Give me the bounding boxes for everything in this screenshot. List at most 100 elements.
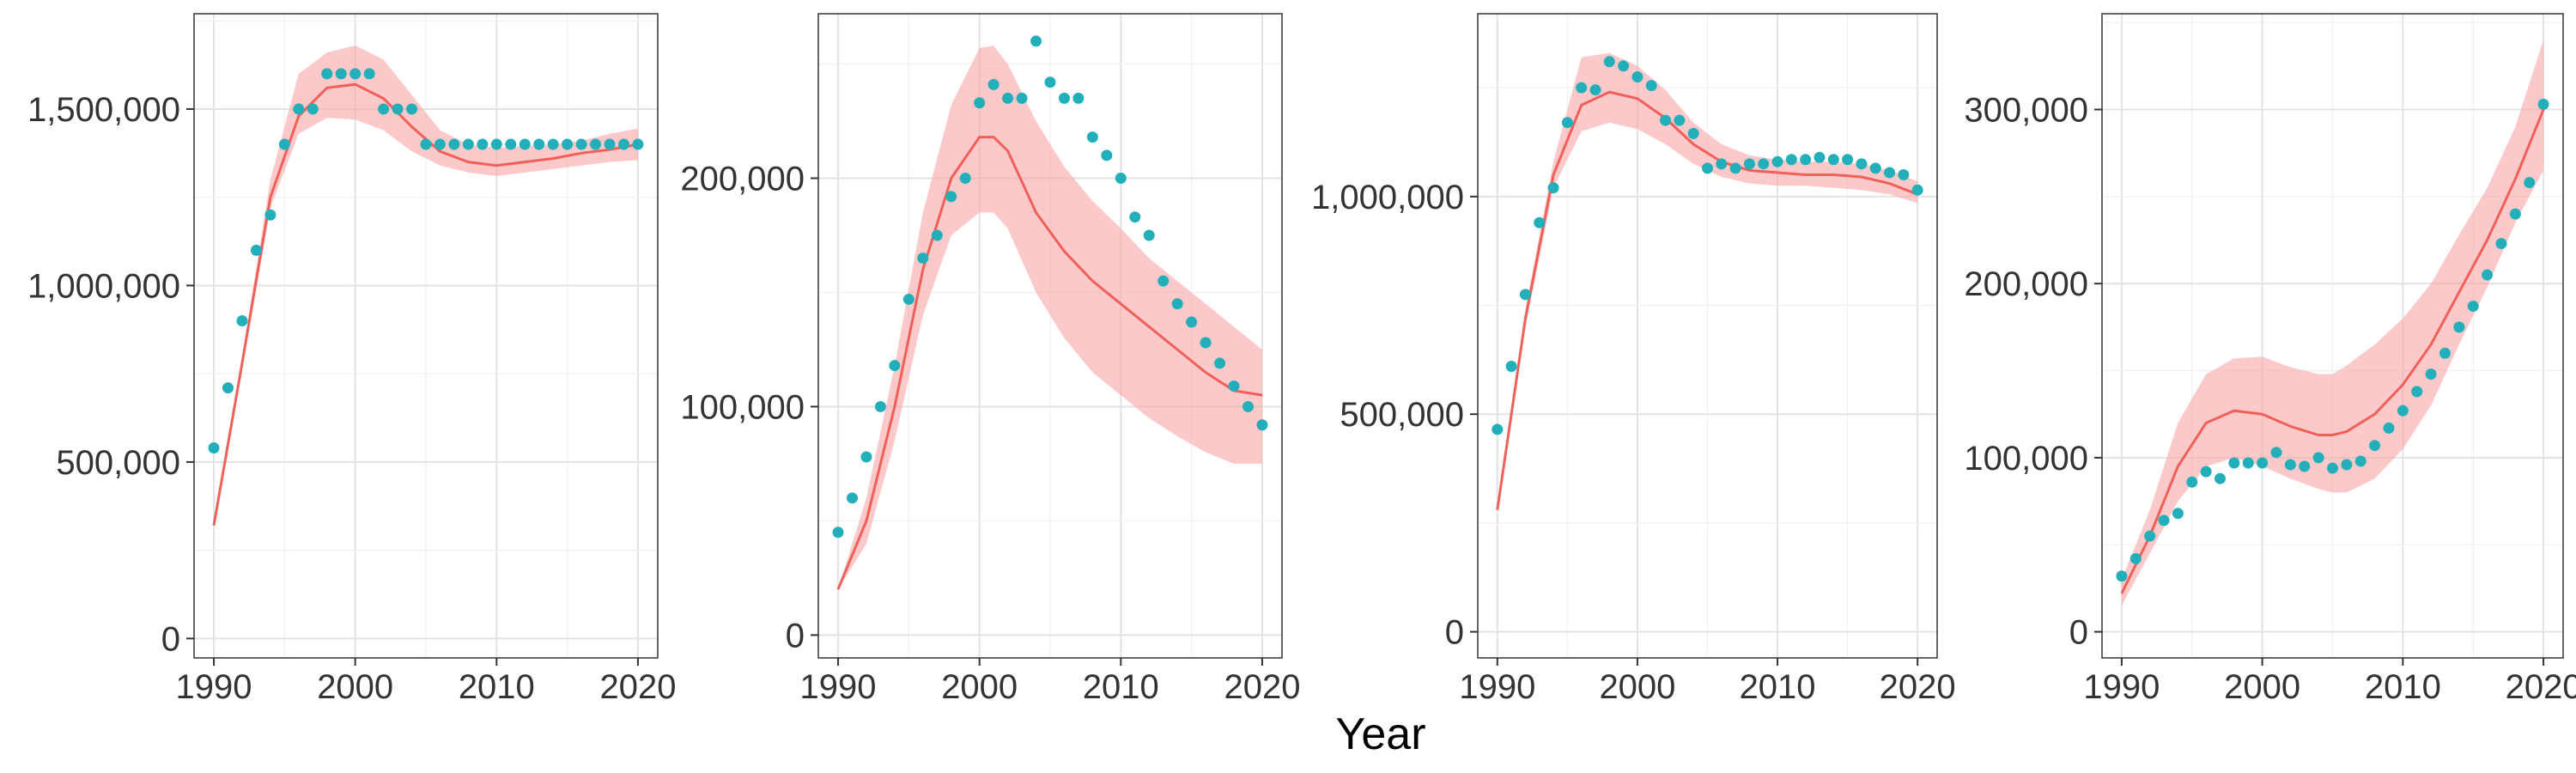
data-point [2439,347,2451,359]
panel-border [817,13,1283,659]
data-point [533,138,545,150]
data-point [321,68,333,80]
data-point [250,244,262,256]
data-point [632,138,644,150]
data-point [222,382,234,394]
panel-border [2101,13,2564,659]
y-tick-label: 500,000 [56,444,180,482]
data-point [477,138,489,150]
data-point [2116,570,2128,582]
data-point [392,103,404,115]
data-point [293,103,305,115]
data-point [2509,208,2521,220]
data-point [945,191,957,203]
plot-area [832,35,1268,590]
data-point [1129,211,1141,223]
data-point [307,103,319,115]
data-point [2411,386,2423,398]
data-point [363,68,375,80]
data-point [987,78,999,90]
data-point [1505,360,1517,372]
data-point [1242,400,1254,412]
data-point [1143,229,1155,241]
data-point [860,451,872,463]
data-point [406,103,418,115]
data-point [2144,530,2156,542]
data-point [917,253,929,265]
data-point [1086,131,1098,143]
y-tick-label: 0 [161,620,180,658]
confidence-band [214,46,638,526]
data-point [2482,269,2494,281]
data-point [1576,82,1588,94]
data-point [335,68,347,80]
data-point [490,138,502,150]
data-point [2270,447,2282,459]
plot-area [1492,52,1923,510]
data-point [974,97,986,109]
data-point [832,526,844,539]
data-point [1200,337,1212,349]
data-point [2453,321,2465,333]
y-tick-label: 1,000,000 [27,267,180,305]
data-point [1256,419,1268,431]
data-point [2354,455,2366,467]
data-point [1157,275,1170,287]
data-point [1645,80,1657,92]
y-tick-label: 0 [2069,614,2088,652]
panel-border [1477,13,1938,659]
x-tick-label: 2020 [2506,668,2576,706]
data-point [1561,117,1573,129]
y-tick-label: 100,000 [1964,440,2088,478]
data-point [2186,476,2198,488]
data-point [1827,154,1839,166]
y-tick-label: 200,000 [1964,265,2088,303]
data-point [874,400,886,412]
data-point [1856,158,1868,170]
data-point [1898,169,1910,180]
data-point [208,441,220,453]
data-point [1702,162,1713,174]
x-tick-label: 2020 [599,668,676,706]
data-point [1016,92,1028,104]
data-point [847,492,859,504]
data-point [1842,154,1854,166]
data-point [2327,462,2338,474]
data-point [1869,162,1881,174]
data-point [1674,114,1686,126]
x-tick-label: 2010 [459,668,535,706]
data-point [562,138,574,150]
y-tick-label: 100,000 [680,388,805,426]
data-point [1884,167,1896,179]
data-point [2172,508,2184,520]
y-tick-label: 200,000 [680,160,805,198]
confidence-band [1497,52,1918,510]
data-point [1800,154,1812,166]
chart-panel-4: 1990 2000 2010 2020 0 100,000 200,000 300,000 [1964,13,2576,706]
grid [194,14,658,658]
data-point [1743,158,1755,170]
data-point [547,138,559,150]
confidence-band [838,46,1262,590]
x-tick-label: 2010 [1083,668,1159,706]
data-point [1115,172,1127,184]
data-point [236,315,248,327]
x-tick-label: 2000 [1599,668,1675,706]
data-point [1618,60,1630,72]
chart-panels: 1990 2000 2010 2020 0 500,000 1,000,000 1,500,0… [27,13,2576,706]
data-point [2215,472,2227,484]
data-point [1214,357,1226,369]
data-point [2537,98,2549,110]
data-point [264,209,276,221]
x-tick-label: 2010 [2365,668,2441,706]
data-point [505,138,517,150]
data-point [2257,457,2269,469]
data-point [1814,151,1826,163]
data-point [617,138,629,150]
data-point [519,138,531,150]
data-point [902,293,914,305]
x-tick-label: 2000 [941,668,1018,706]
data-point [2228,457,2240,469]
data-point [1547,182,1559,194]
x-tick-label: 2020 [1880,668,1956,706]
